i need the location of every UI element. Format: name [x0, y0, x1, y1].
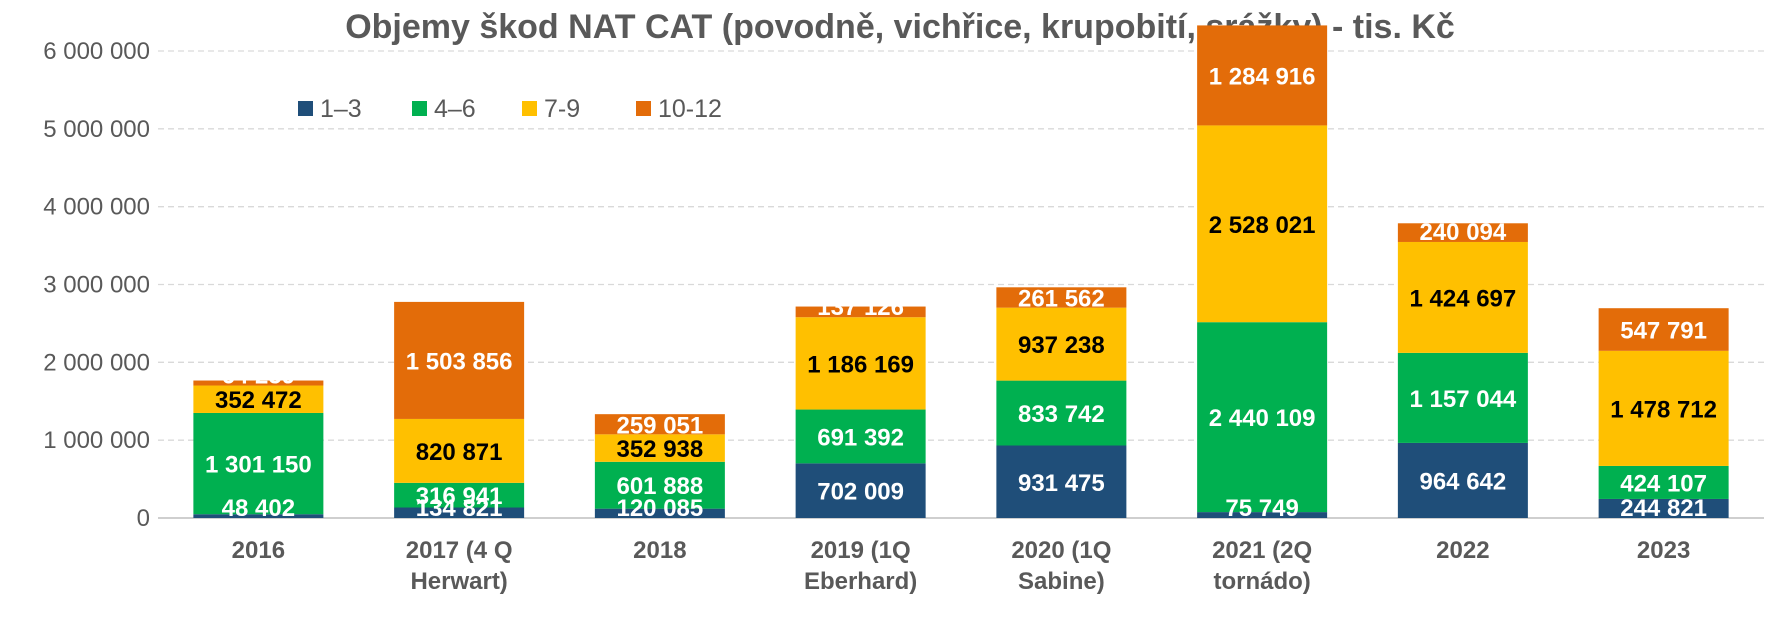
- bar-segment: [996, 445, 1127, 518]
- data-label: 931 475: [1018, 470, 1105, 497]
- data-label: 820 871: [416, 439, 503, 466]
- data-label: 259 051: [616, 412, 703, 439]
- data-label: 937 238: [1018, 332, 1105, 359]
- bar-segment: [594, 414, 725, 435]
- bar-segment: [193, 514, 324, 518]
- data-label: 352 472: [215, 387, 302, 414]
- x-tick-label: 2016: [232, 537, 285, 564]
- bar-segment: [1197, 322, 1328, 513]
- bar-segment: [1397, 442, 1528, 518]
- y-tick-label: 1 000 000: [43, 427, 150, 454]
- bar-segment: [1197, 25, 1328, 126]
- x-tick-label: 2020 (1Q Sabine): [1011, 537, 1111, 595]
- data-label: 240 094: [1419, 219, 1506, 246]
- data-label: 1 503 856: [406, 348, 513, 375]
- bar-segment: [394, 507, 525, 518]
- bar-segment: [795, 463, 926, 518]
- gridlines: [158, 50, 1764, 441]
- data-label: 1 478 712: [1610, 396, 1717, 423]
- bar-segment: [1397, 352, 1528, 443]
- y-tick-label: 2 000 000: [43, 349, 150, 376]
- x-tick-label: 2019 (1Q Eberhard): [804, 537, 917, 595]
- legend: 1–3 4–6 7-9 10-12: [298, 95, 722, 123]
- bar-segment: [193, 380, 324, 386]
- y-tick-label: 5 000 000: [43, 116, 150, 143]
- legend-label: 4–6: [434, 95, 476, 123]
- bar-segment: [193, 412, 324, 515]
- y-tick-label: 6 000 000: [43, 38, 150, 65]
- bar-segment: [394, 482, 525, 508]
- bar-segment: [795, 409, 926, 464]
- data-label: 244 821: [1620, 495, 1707, 522]
- data-label: 424 107: [1620, 470, 1707, 497]
- bar-segment: [193, 385, 324, 413]
- legend-swatch: [412, 101, 427, 116]
- data-label: 691 392: [817, 424, 904, 451]
- y-axis: 0 1 000 000 2 000 000 3 000 000 4 000 000 5 0…: [43, 38, 1764, 532]
- bar-segment: [1197, 512, 1328, 518]
- data-label: 316 941: [416, 483, 503, 510]
- bars: [193, 25, 1729, 518]
- data-label: 2 528 021: [1209, 212, 1316, 239]
- bar-segment: [394, 301, 525, 419]
- bar-segment: [1598, 498, 1729, 518]
- y-tick-label: 4 000 000: [43, 194, 150, 221]
- x-tick-label: 2018: [633, 537, 686, 564]
- bar-segment: [594, 461, 725, 509]
- data-label: 261 562: [1018, 285, 1105, 312]
- data-label: 120 085: [616, 495, 703, 522]
- data-label: 702 009: [817, 479, 904, 506]
- bar-segment: [1598, 308, 1729, 351]
- x-tick-label: 2021 (2Q tornádo): [1212, 537, 1312, 595]
- data-label: 1 424 697: [1409, 285, 1516, 312]
- bar-segment: [594, 508, 725, 518]
- data-label: 547 791: [1620, 318, 1707, 345]
- data-label: 1 284 916: [1209, 63, 1316, 90]
- data-label: 1 301 150: [205, 452, 312, 479]
- bar-segment: [1598, 350, 1729, 466]
- legend-swatch: [298, 101, 313, 116]
- data-label: 64 259: [222, 363, 295, 390]
- data-label: 964 642: [1419, 468, 1506, 495]
- data-label: 1 157 044: [1409, 386, 1516, 413]
- data-label: 134 821: [416, 495, 503, 522]
- legend-swatch: [522, 101, 537, 116]
- x-tick-label: 2023: [1637, 537, 1690, 564]
- legend-label: 1–3: [320, 95, 362, 123]
- y-tick-label: 3 000 000: [43, 272, 150, 299]
- x-tick-label: 2022: [1436, 537, 1489, 564]
- x-axis: 2016 2017 (4 Q Herwart) 2018 2019 (1Q Eberhar…: [232, 537, 1691, 595]
- data-label: 352 938: [616, 436, 703, 463]
- data-label: 75 749: [1225, 495, 1298, 522]
- data-label: 137 126: [817, 294, 904, 321]
- bar-segment: [795, 306, 926, 318]
- bar-segment: [1598, 465, 1729, 499]
- data-label: 2 440 109: [1209, 405, 1316, 432]
- bar-segment: [996, 307, 1127, 381]
- legend-label: 10-12: [658, 95, 722, 123]
- data-label: 833 742: [1018, 401, 1105, 428]
- data-label: 601 888: [616, 473, 703, 500]
- data-label: 1 186 169: [807, 351, 914, 378]
- legend-swatch: [636, 101, 651, 116]
- bar-segment: [996, 287, 1127, 308]
- data-label: 48 402: [222, 495, 295, 522]
- bar-segment: [394, 418, 525, 483]
- bar-segment: [594, 434, 725, 462]
- bar-segment: [1397, 223, 1528, 242]
- bar-segment: [1397, 241, 1528, 353]
- legend-label: 7-9: [544, 95, 580, 123]
- x-tick-label: 2017 (4 Q Herwart): [406, 537, 513, 595]
- bar-segment: [795, 317, 926, 410]
- bar-segment: [996, 380, 1127, 446]
- bar-segment: [1197, 125, 1328, 323]
- y-tick-label: 0: [137, 505, 150, 532]
